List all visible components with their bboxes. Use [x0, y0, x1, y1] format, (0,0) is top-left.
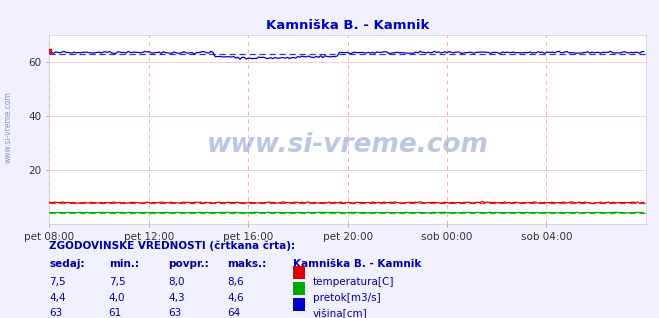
Text: pretok[m3/s]: pretok[m3/s]: [313, 293, 381, 302]
Text: 8,0: 8,0: [168, 277, 185, 287]
Text: 8,6: 8,6: [227, 277, 244, 287]
Text: 64: 64: [227, 308, 241, 318]
Text: maks.:: maks.:: [227, 259, 267, 269]
Text: www.si-vreme.com: www.si-vreme.com: [207, 132, 488, 158]
Text: min.:: min.:: [109, 259, 139, 269]
Text: povpr.:: povpr.:: [168, 259, 209, 269]
Text: 7,5: 7,5: [109, 277, 125, 287]
Text: 4,3: 4,3: [168, 293, 185, 302]
Text: 4,6: 4,6: [227, 293, 244, 302]
Text: 63: 63: [49, 308, 63, 318]
Title: Kamniška B. - Kamnik: Kamniška B. - Kamnik: [266, 19, 429, 32]
Text: 61: 61: [109, 308, 122, 318]
Text: 4,4: 4,4: [49, 293, 66, 302]
Text: višina[cm]: višina[cm]: [313, 308, 368, 318]
Text: www.si-vreme.com: www.si-vreme.com: [3, 91, 13, 163]
Text: ZGODOVINSKE VREDNOSTI (črtkana črta):: ZGODOVINSKE VREDNOSTI (črtkana črta):: [49, 240, 295, 251]
Text: temperatura[C]: temperatura[C]: [313, 277, 395, 287]
Text: Kamniška B. - Kamnik: Kamniška B. - Kamnik: [293, 259, 422, 269]
Text: sedaj:: sedaj:: [49, 259, 85, 269]
Text: 4,0: 4,0: [109, 293, 125, 302]
Text: 7,5: 7,5: [49, 277, 66, 287]
Text: 63: 63: [168, 308, 181, 318]
